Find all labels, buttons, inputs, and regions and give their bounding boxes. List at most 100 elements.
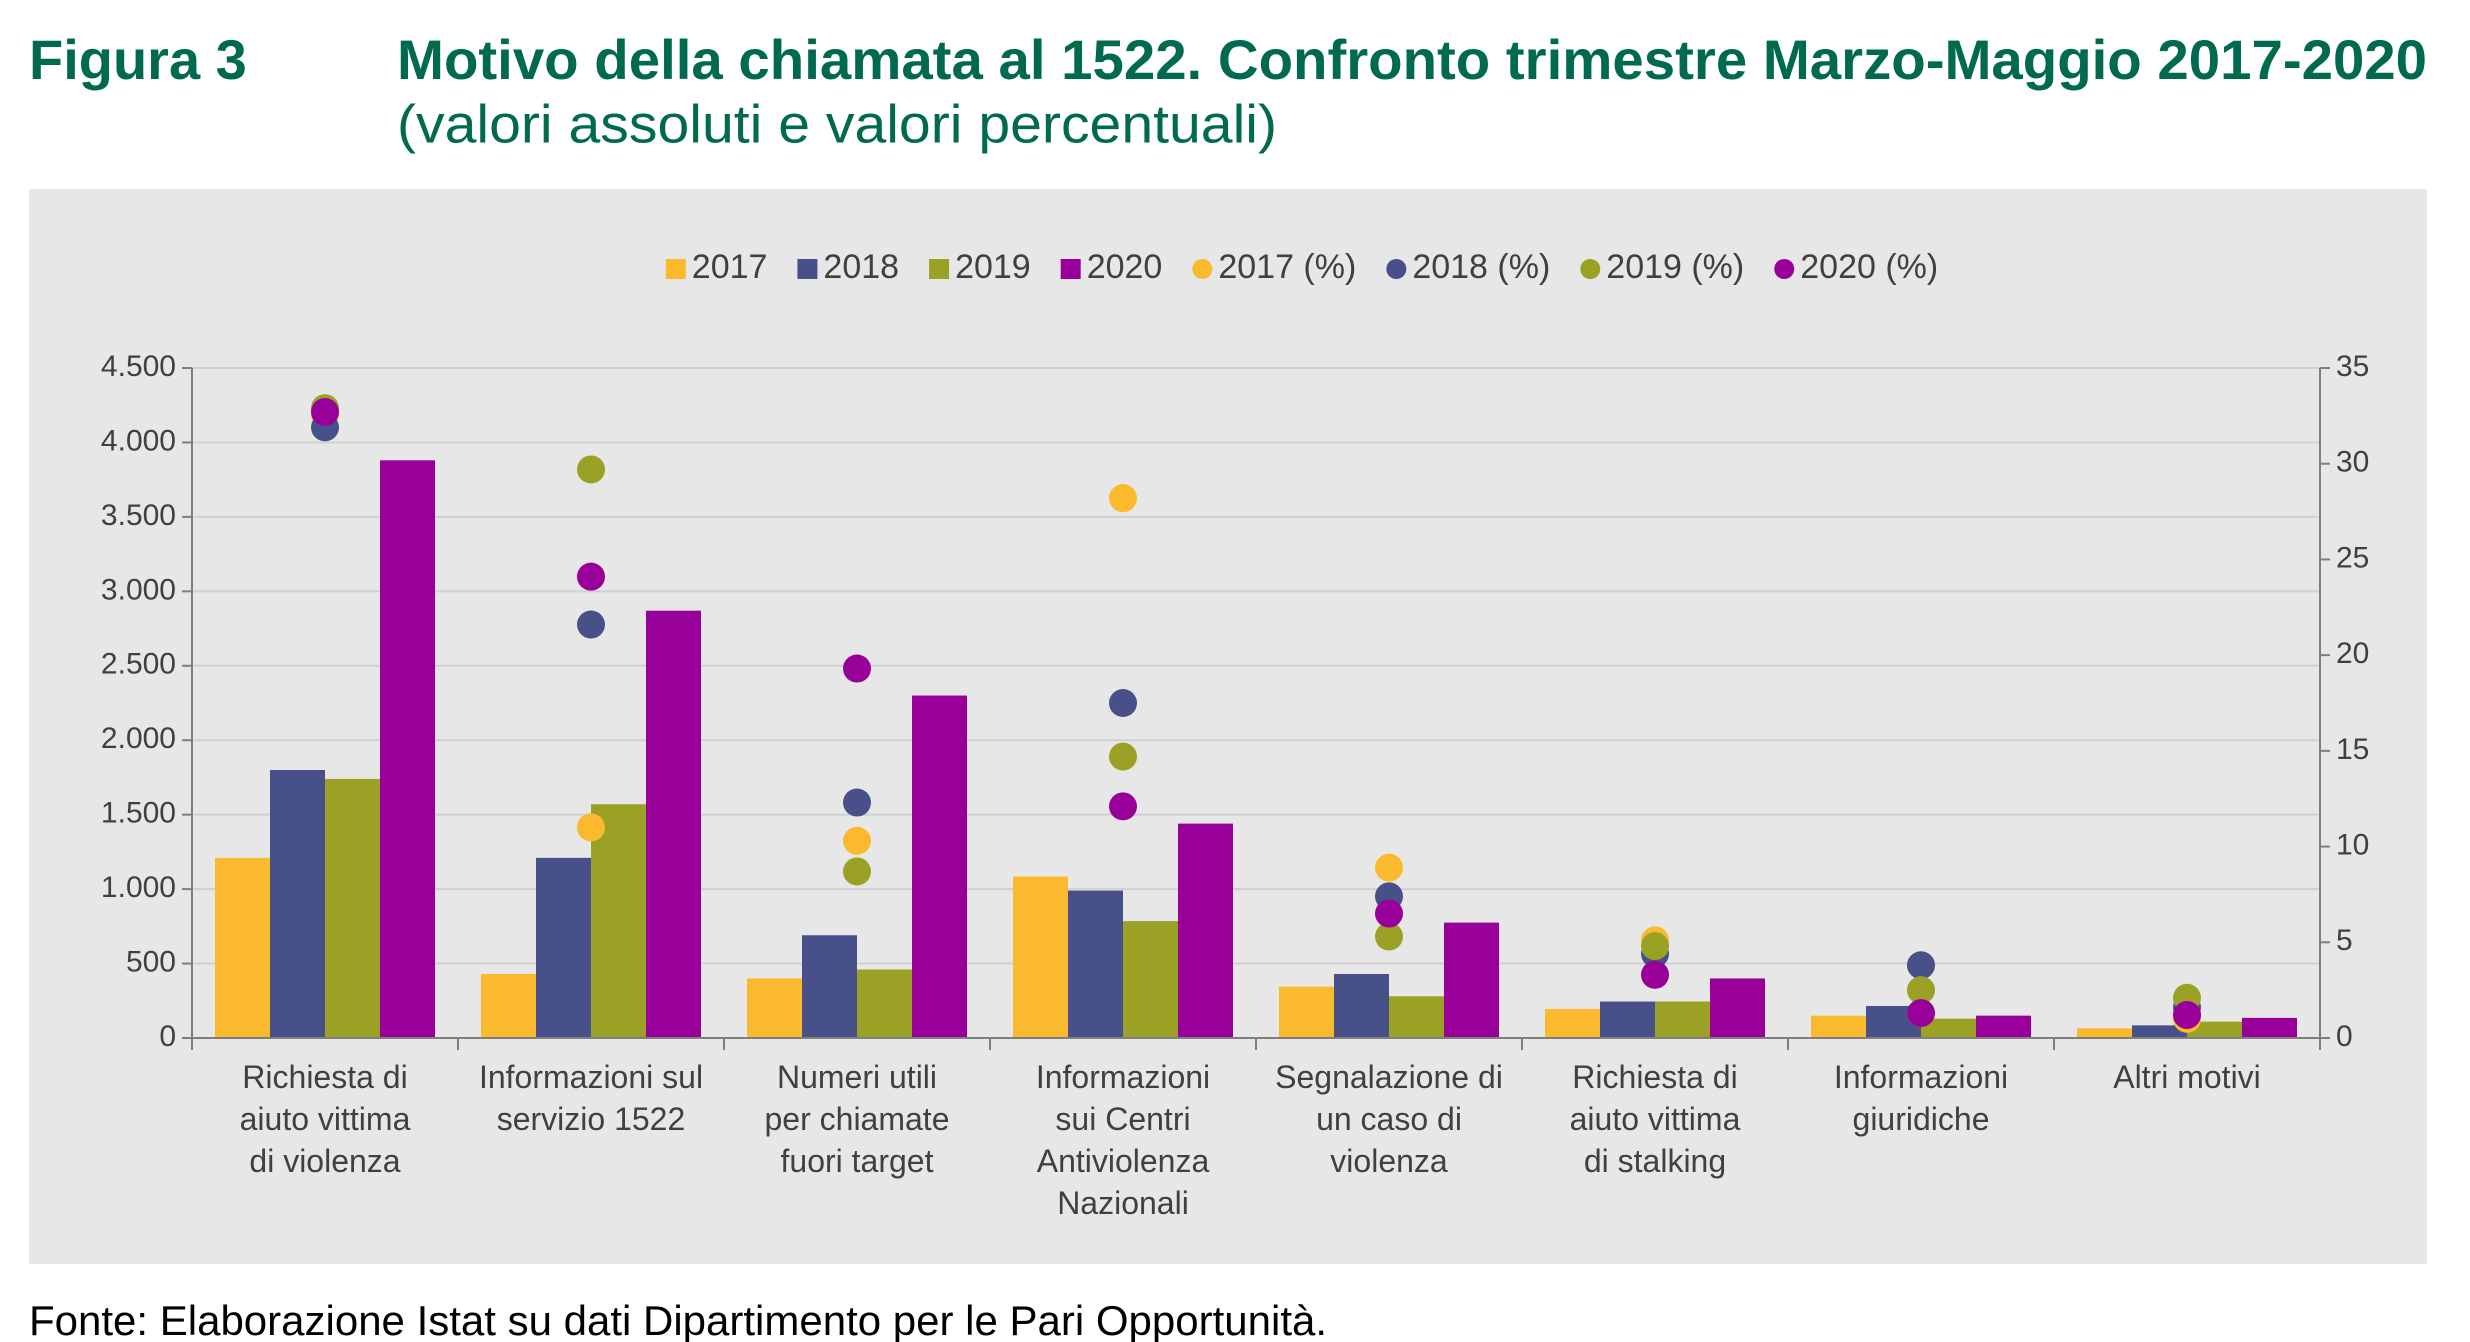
bar bbox=[1921, 1018, 1976, 1038]
y-tick-label: 1.500 bbox=[101, 797, 176, 830]
point bbox=[577, 813, 605, 842]
x-tick-label: Richiesta di aiuto vittima di stalking bbox=[1569, 1059, 1741, 1179]
bar bbox=[591, 804, 646, 1038]
legend-label: 2020 (%) bbox=[1800, 248, 1938, 286]
legend-label: 2017 bbox=[692, 248, 768, 286]
point bbox=[577, 610, 605, 639]
bar bbox=[747, 978, 802, 1038]
source-note: Fonte: Elaborazione Istat su dati Dipart… bbox=[29, 1297, 1327, 1342]
bar bbox=[1976, 1015, 2031, 1038]
bar bbox=[912, 695, 967, 1038]
point bbox=[1907, 999, 1935, 1028]
legend-marker bbox=[797, 259, 818, 279]
legend-label: 2017 (%) bbox=[1218, 248, 1356, 286]
bar bbox=[802, 935, 857, 1038]
legend-marker bbox=[1386, 259, 1407, 279]
figure-label: Figura 3 bbox=[29, 28, 247, 91]
chart-subtitle: (valori assoluti e valori percentuali) bbox=[397, 94, 1277, 154]
point bbox=[1375, 922, 1403, 951]
bar bbox=[1279, 986, 1334, 1038]
bar bbox=[1068, 890, 1123, 1038]
y2-tick-label: 20 bbox=[2336, 637, 2369, 670]
legend-marker bbox=[1060, 259, 1081, 279]
bar bbox=[481, 973, 536, 1038]
bar bbox=[1710, 978, 1765, 1038]
y-tick-label: 2.000 bbox=[101, 722, 176, 755]
legend-label: 2020 bbox=[1087, 248, 1163, 286]
bar bbox=[1389, 996, 1444, 1038]
legend-marker bbox=[1580, 259, 1601, 279]
point bbox=[1109, 689, 1137, 717]
y-tick-label: 0 bbox=[159, 1020, 176, 1053]
legend-marker bbox=[1774, 259, 1795, 279]
y2-tick-label: 15 bbox=[2336, 733, 2369, 766]
y-tick-label: 3.500 bbox=[101, 499, 176, 532]
x-tick-label: Segnalazione di un caso di violenza bbox=[1275, 1059, 1503, 1179]
y2-tick-label: 30 bbox=[2336, 446, 2369, 479]
point bbox=[1641, 932, 1669, 961]
x-tick-label: Informazioni sui Centri Antiviolenza Naz… bbox=[1035, 1059, 1211, 1221]
bar bbox=[325, 778, 380, 1038]
x-tick-label: Altri motivi bbox=[2113, 1059, 2261, 1095]
point bbox=[1109, 484, 1137, 513]
x-tick-label: Informazioni giuridiche bbox=[1833, 1059, 2009, 1137]
bar bbox=[857, 969, 912, 1038]
point bbox=[843, 857, 871, 886]
point bbox=[577, 562, 605, 591]
x-tick-label: Richiesta di aiuto vittima di violenza bbox=[239, 1059, 411, 1179]
bar bbox=[646, 610, 701, 1038]
bar bbox=[215, 857, 270, 1038]
y-tick-label: 4.500 bbox=[101, 350, 176, 383]
y2-tick-label: 25 bbox=[2336, 541, 2369, 574]
bar bbox=[1334, 973, 1389, 1038]
point bbox=[843, 826, 871, 855]
point bbox=[1109, 742, 1137, 771]
point bbox=[1907, 976, 1935, 1005]
legend-label: 2019 (%) bbox=[1606, 248, 1744, 286]
y-tick-label: 500 bbox=[126, 945, 176, 978]
y-tick-label: 3.000 bbox=[101, 573, 176, 606]
point bbox=[1641, 960, 1669, 989]
bar bbox=[380, 460, 435, 1038]
y2-tick-label: 0 bbox=[2336, 1020, 2353, 1053]
y2-tick-label: 5 bbox=[2336, 924, 2353, 957]
bar bbox=[1655, 1001, 1710, 1038]
point bbox=[1907, 951, 1935, 980]
bar bbox=[2187, 1021, 2242, 1038]
legend-marker bbox=[665, 259, 686, 279]
point bbox=[577, 455, 605, 484]
bar bbox=[2077, 1028, 2132, 1038]
bar bbox=[1123, 921, 1178, 1038]
bar bbox=[1600, 1001, 1655, 1038]
y2-tick-label: 35 bbox=[2336, 350, 2369, 383]
bar bbox=[1545, 1008, 1600, 1038]
point bbox=[843, 654, 871, 683]
bar bbox=[2242, 1017, 2297, 1038]
point bbox=[843, 788, 871, 817]
y-tick-label: 1.000 bbox=[101, 871, 176, 904]
chart-title: Motivo della chiamata al 1522. Confronto… bbox=[397, 28, 2427, 91]
x-tick-label: Informazioni sul servizio 1522 bbox=[478, 1059, 704, 1137]
bar bbox=[1178, 823, 1233, 1038]
point bbox=[1375, 899, 1403, 928]
legend-label: 2018 bbox=[823, 248, 899, 286]
y2-tick-label: 10 bbox=[2336, 828, 2369, 861]
point bbox=[2173, 1001, 2201, 1030]
legend-label: 2019 bbox=[955, 248, 1031, 286]
point bbox=[311, 398, 339, 427]
legend-label: 2018 (%) bbox=[1412, 248, 1550, 286]
bar bbox=[270, 770, 325, 1038]
bar bbox=[1811, 1015, 1866, 1038]
legend-marker bbox=[929, 259, 950, 279]
bar bbox=[1444, 922, 1499, 1038]
bar bbox=[2132, 1025, 2187, 1038]
y-tick-label: 4.000 bbox=[101, 424, 176, 457]
y-tick-label: 2.500 bbox=[101, 648, 176, 681]
point bbox=[1375, 853, 1403, 882]
legend-marker bbox=[1192, 259, 1213, 279]
bar bbox=[1013, 876, 1068, 1038]
bar bbox=[536, 857, 591, 1038]
point bbox=[1109, 792, 1137, 821]
